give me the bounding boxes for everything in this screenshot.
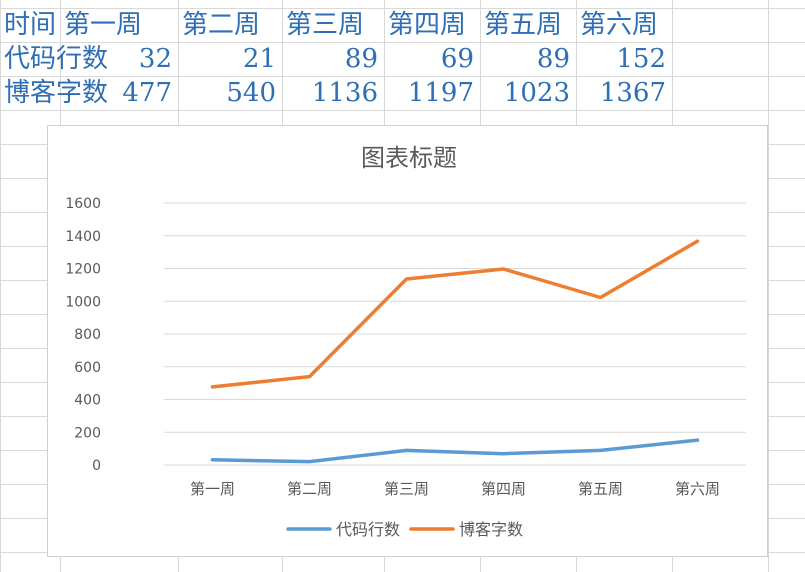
- value-cell[interactable]: 1136: [311, 78, 378, 108]
- y-tick-label: 200: [74, 425, 101, 441]
- y-tick-label: 1400: [65, 229, 101, 245]
- value-cell[interactable]: 89: [344, 44, 378, 74]
- row-label-cell[interactable]: 代码行数: [4, 44, 109, 74]
- value-cell[interactable]: 152: [616, 44, 666, 74]
- x-tick-label: 第一周: [190, 480, 235, 498]
- header-cell-week[interactable]: 第六周: [580, 10, 659, 40]
- x-tick-label: 第六周: [675, 480, 720, 498]
- header-cell-week[interactable]: 第三周: [286, 10, 365, 40]
- value-cell[interactable]: 89: [536, 44, 570, 74]
- x-tick-label: 第三周: [384, 480, 429, 498]
- value-cell[interactable]: 477: [122, 78, 172, 108]
- x-tick-label: 第二周: [287, 480, 332, 498]
- plot-gridlines: [164, 202, 746, 466]
- legend-entry[interactable]: 代码行数: [336, 520, 400, 539]
- y-tick-label: 600: [74, 360, 101, 376]
- value-cell[interactable]: 1197: [407, 78, 474, 108]
- value-cell[interactable]: 1367: [599, 78, 666, 108]
- y-tick-label: 400: [74, 393, 101, 409]
- y-tick-label: 1600: [65, 196, 101, 212]
- y-tick-label: 1200: [65, 262, 101, 278]
- y-tick-label: 1000: [65, 294, 101, 310]
- value-cell[interactable]: 1023: [503, 78, 570, 108]
- x-axis-ticks: 第一周 第二周 第三周 第四周 第五周 第六周: [190, 480, 720, 498]
- y-axis-ticks: 0 200 400 600 800 1000 1200 1400 1600: [65, 196, 101, 474]
- header-cell-week[interactable]: 第二周: [182, 10, 261, 40]
- series-line-blog-words[interactable]: [210, 239, 700, 389]
- header-cell-time[interactable]: 时间: [4, 10, 57, 40]
- legend-entry[interactable]: 博客字数: [459, 520, 523, 539]
- x-tick-label: 第五周: [578, 480, 623, 498]
- chart-area[interactable]: 0 200 400 600 800 1000 1200 1400 1600 第一周 第二周 第三周第…: [47, 125, 768, 557]
- series-lines: [210, 239, 700, 464]
- row-label-cell[interactable]: 博客字数: [4, 78, 109, 108]
- y-tick-label: 0: [92, 458, 101, 474]
- value-cell[interactable]: 540: [226, 78, 276, 108]
- y-tick-label: 800: [74, 327, 101, 343]
- header-cell-week[interactable]: 第四周: [388, 10, 467, 40]
- header-cell-week[interactable]: 第一周: [64, 10, 143, 40]
- value-cell[interactable]: 69: [440, 44, 474, 74]
- line-chart: 02004006008001000120014001600 第一周 第二周 第三周第…: [65, 144, 746, 539]
- header-cell-week[interactable]: 第五周: [484, 10, 563, 40]
- chart-title[interactable]: 图表标题: [361, 144, 457, 172]
- chart-legend[interactable]: 代码行数 博客字数: [286, 520, 523, 539]
- value-cell[interactable]: 32: [138, 44, 172, 74]
- value-cell[interactable]: 21: [242, 44, 276, 74]
- x-tick-label: 第四周: [481, 480, 526, 498]
- series-line-code-lines[interactable]: [210, 438, 700, 464]
